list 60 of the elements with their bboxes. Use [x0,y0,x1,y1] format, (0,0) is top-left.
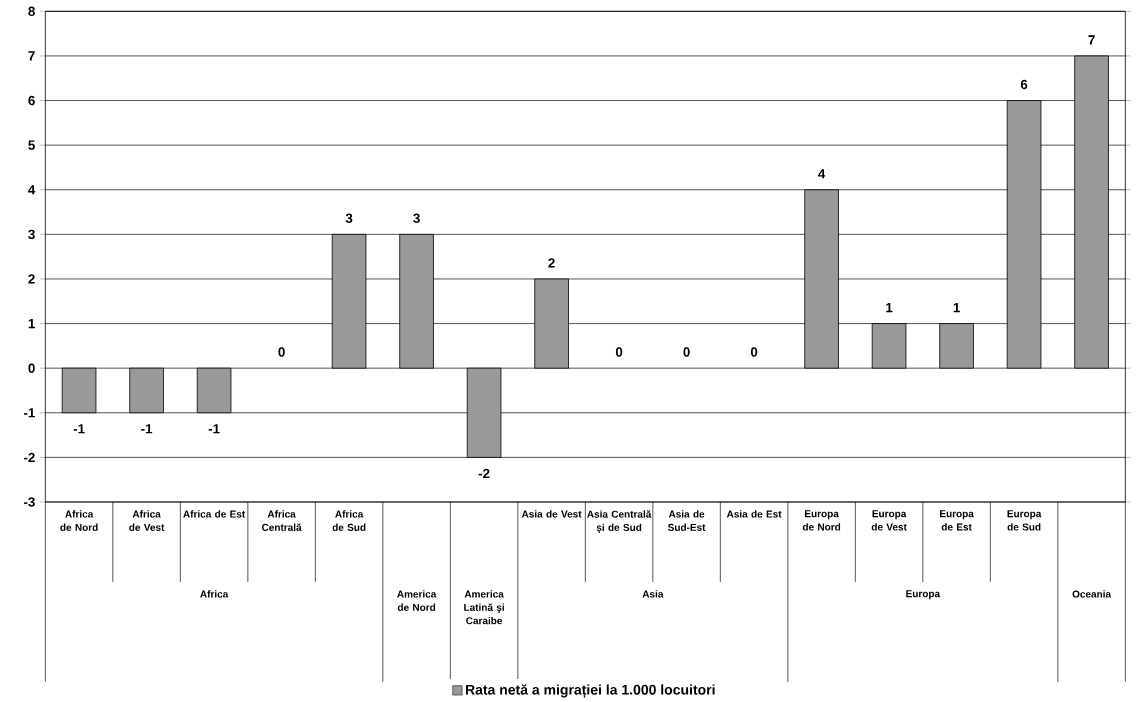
y-tick-label: 0 [28,363,35,373]
bar [1074,55,1109,369]
x-tick-label: Europa de Sud [1007,510,1042,531]
text: America de Nord [397,590,437,611]
data-label: 0 [750,347,758,357]
data-label: 1 [886,303,893,313]
x-tick-label: Asia Centrală şi de Sud [587,510,652,534]
y-tick-label: 4 [28,185,36,195]
bar [129,367,164,414]
x-tick-label: Africa de Vest [129,510,165,531]
bar [939,323,974,369]
bar [196,367,232,414]
data-label: -1 [73,424,85,434]
text: America Latină şi Caraibe [464,590,504,625]
data-label: 0 [683,347,690,357]
x-tick-label: Europa de Nord [802,510,841,531]
x-tick-label: Asia de Vest [521,510,582,518]
x-tick-label: Asia de Sud-Est [668,510,706,531]
x-tick-label: Africa de Nord [60,510,98,531]
y-tick-label: -3 [23,497,35,507]
data-label: 3 [413,213,420,223]
data-label: 0 [615,347,623,357]
text: Oceania [1072,590,1112,598]
legend-label: Rata netă a migrației la 1.000 locuitori [465,684,715,698]
bar [1006,100,1042,369]
y-tick-label: 7 [28,51,35,61]
data-label: -2 [478,468,490,479]
x-tick-label: Europa de Vest [871,510,907,531]
data-label: 0 [278,347,285,357]
bar [61,367,97,414]
y-tick-label: 5 [28,140,35,150]
y-tick-label: 8 [28,6,35,17]
bar [466,367,502,458]
data-label: 3 [345,213,353,223]
data-label: 6 [1020,79,1028,90]
y-tick-label: 2 [28,274,35,284]
x-tick-label: Europa de Est [940,510,974,531]
bar [534,278,569,369]
y-tick-label: -1 [23,408,35,418]
data-label: 2 [548,258,555,268]
x-tick-label: Africa Centrală [262,510,302,531]
bar [399,233,434,369]
bar [331,233,367,369]
text: Africa [200,590,229,598]
data-label: 1 [953,303,960,313]
text: Asia [642,590,664,598]
y-tick-label: 6 [28,95,35,106]
bar [871,323,907,369]
y-tick-label: 1 [28,318,35,329]
y-tick-label: -2 [23,452,35,463]
data-label: -1 [141,424,153,434]
data-label: 4 [818,169,826,179]
bar [804,189,839,369]
x-tick-label: Africa de Sud [332,510,366,531]
x-tick-label: Asia de Est [726,510,782,518]
text: Europa [906,590,941,600]
data-label: 7 [1088,35,1095,45]
y-tick-label: 3 [28,229,35,240]
x-tick-label: Africa de Est [183,510,246,518]
data-label: -1 [208,424,220,434]
